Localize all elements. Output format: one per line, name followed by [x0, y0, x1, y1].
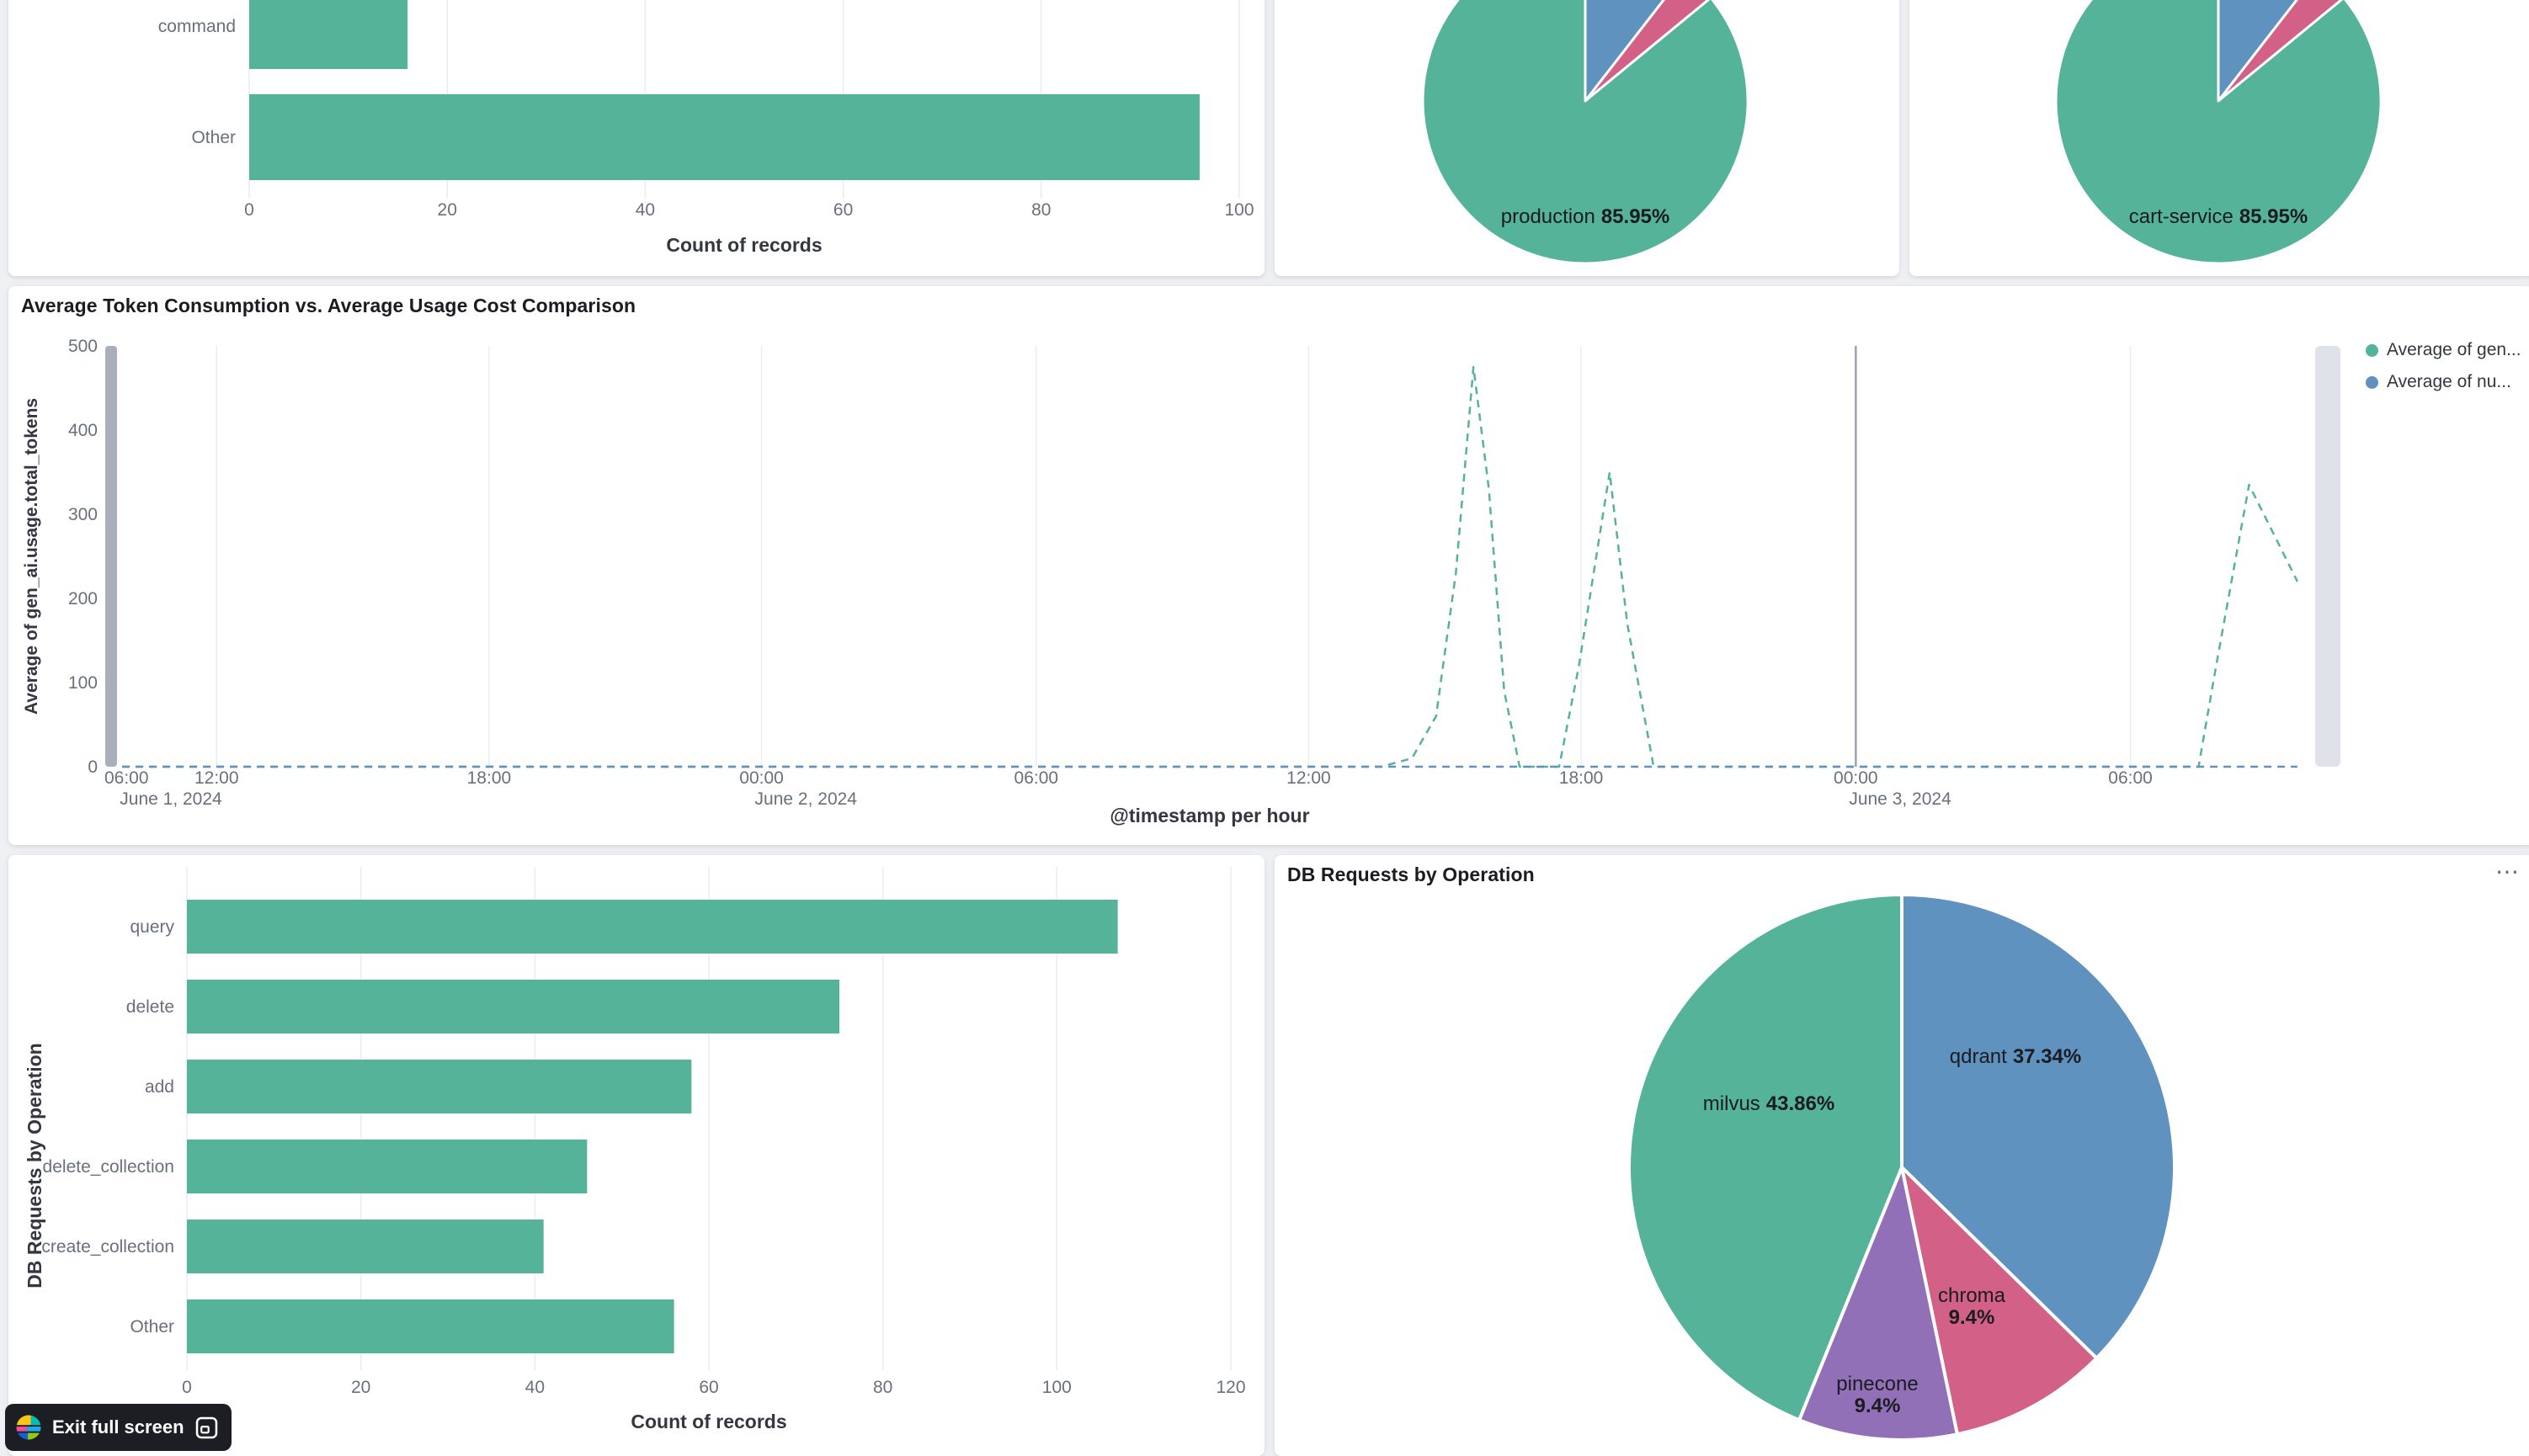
bar-query[interactable] — [187, 900, 1118, 954]
x-tick-label: 80 — [873, 1378, 892, 1397]
x-tick-label: 18:00 — [467, 768, 512, 788]
db-requests-pie-chart: qdrant 37.34% milvus 43.86% chroma 9.4% pineco… — [1627, 893, 2177, 1442]
x-tick-label: 120 — [1216, 1378, 1245, 1397]
pie-slice-cart-service[interactable] — [2054, 0, 2383, 265]
y-tick-label: 200 — [68, 589, 98, 608]
legend-label: Average of gen... — [2387, 340, 2521, 359]
x-tick-label: 80 — [1031, 200, 1051, 220]
cart-service-pie-chart: cart-service 85.95% — [2054, 0, 2383, 265]
x-axis-title: Count of records — [631, 1411, 786, 1432]
x-tick-date-label: June 1, 2024 — [120, 789, 222, 809]
pie-label-pinecone: pinecone 9.4% — [1836, 1373, 1918, 1417]
panel-title: DB Requests by Operation — [1287, 864, 1535, 885]
pie-label-chroma: chroma 9.4% — [1938, 1284, 2006, 1329]
bar-delete[interactable] — [187, 980, 839, 1034]
x-tick-label: 60 — [699, 1378, 718, 1397]
panel-cart-service-pie: cart-service 85.95% — [1909, 0, 2529, 276]
y-tick-label: 400 — [68, 421, 98, 440]
chart-legend: Average of gen... Average of nu... — [2366, 340, 2521, 392]
y-axis-title: Average of gen_ai.usage.total_tokens — [22, 398, 41, 715]
category-label: add — [145, 1077, 174, 1097]
pie-slice-chroma[interactable] — [1900, 1166, 2099, 1437]
category-label: Other — [191, 128, 236, 147]
category-label: create_collection — [41, 1237, 174, 1257]
series-color-dot — [2366, 343, 2378, 357]
category-label: delete — [126, 997, 174, 1017]
production-pie-chart: production 85.95% — [1421, 0, 1749, 265]
legend-item[interactable]: Average of gen... — [2366, 340, 2521, 360]
panel-production-pie: production 85.95% — [1275, 0, 1899, 276]
category-label: Other — [130, 1317, 174, 1336]
pie-slice-production[interactable] — [1421, 0, 1749, 265]
bar-add[interactable] — [187, 1060, 692, 1113]
x-tick-label: 0 — [182, 1378, 192, 1397]
command-bar-chart: 0 20 40 60 80 100 command Other Count of records — [158, 0, 1254, 256]
x-tick-label: 20 — [438, 200, 457, 220]
y-tick-label: 300 — [68, 505, 98, 524]
elastic-logo-icon — [16, 1415, 41, 1440]
series-color-dot — [2366, 375, 2378, 389]
fullscreen-exit-icon — [195, 1416, 218, 1439]
panel-db-requests-bar: 0 20 40 60 80 100 120 query delete add delete_coll… — [8, 855, 1264, 1456]
series-line-Average of gen... — [122, 365, 2299, 768]
x-axis-title: Count of records — [666, 234, 822, 256]
db-requests-bar-chart: 0 20 40 60 80 100 120 query delete add delete_coll… — [24, 867, 1246, 1432]
category-label: query — [130, 917, 174, 937]
x-tick-date-label: June 2, 2024 — [755, 789, 858, 809]
x-tick-label: 100 — [1042, 1378, 1072, 1397]
x-tick-label: 00:00 — [1834, 768, 1878, 788]
x-tick-label: 0 — [244, 200, 254, 220]
chart-edge-rail-right — [2315, 346, 2340, 767]
x-tick-label: 06:00 — [104, 768, 149, 788]
x-tick-label: 40 — [636, 200, 655, 220]
pie-label-production: production 85.95% — [1501, 205, 1669, 228]
pie-slice-pinecone[interactable] — [1797, 1166, 1959, 1442]
pie-label-cart-service: cart-service 85.95% — [2129, 205, 2308, 228]
exit-fullscreen-button[interactable]: Exit full screen — [5, 1404, 232, 1451]
panel-db-requests-pie: DB Requests by Operation ⋯ qdrant 37.34% m… — [1275, 855, 2529, 1456]
x-tick-date-label: June 3, 2024 — [1849, 789, 1951, 809]
pie-label-qdrant: qdrant 37.34% — [1950, 1045, 2081, 1068]
x-tick-label: 12:00 — [1286, 768, 1331, 788]
y-tick-label: 500 — [68, 337, 98, 356]
pie-slice-qdrant[interactable] — [1900, 893, 2177, 1360]
chart-edge-rail-left — [105, 346, 117, 767]
x-tick-label: 06:00 — [2108, 768, 2153, 788]
y-tick-label: 0 — [88, 757, 98, 777]
y-axis-title: DB Requests by Operation — [24, 1043, 45, 1288]
bar-delete_collection[interactable] — [187, 1140, 588, 1193]
x-tick-label: 18:00 — [1559, 768, 1604, 788]
category-label: delete_collection — [43, 1157, 174, 1177]
legend-label: Average of nu... — [2387, 372, 2511, 391]
x-tick-label: 60 — [833, 200, 853, 220]
x-tick-label: 00:00 — [739, 768, 784, 788]
legend-item[interactable]: Average of nu... — [2366, 372, 2521, 392]
panel-command-bar-chart: 0 20 40 60 80 100 command Other Count of records — [8, 0, 1264, 276]
panel-options-button[interactable]: ⋯ — [2490, 858, 2524, 885]
bar-Other[interactable] — [187, 1299, 674, 1353]
pie-slice-milvus[interactable] — [1627, 893, 1903, 1422]
x-tick-label: 12:00 — [194, 768, 239, 788]
x-axis-title: @timestamp per hour — [1110, 805, 1309, 826]
exit-fullscreen-label: Exit full screen — [52, 1416, 184, 1437]
y-tick-label: 100 — [68, 673, 98, 693]
x-tick-label: 40 — [525, 1378, 545, 1397]
x-tick-label: 06:00 — [1014, 768, 1059, 788]
bar-Other[interactable] — [249, 94, 1200, 180]
bar-create_collection[interactable] — [187, 1220, 544, 1273]
x-tick-label: 100 — [1224, 200, 1254, 220]
bar-command[interactable] — [249, 0, 408, 69]
pie-label-milvus: milvus 43.86% — [1703, 1092, 1834, 1115]
category-label: command — [158, 17, 236, 36]
panel-title: Average Token Consumption vs. Average Us… — [21, 295, 636, 316]
x-tick-label: 20 — [351, 1378, 370, 1397]
panel-token-cost-comparison: Average Token Consumption vs. Average Us… — [8, 286, 2529, 845]
